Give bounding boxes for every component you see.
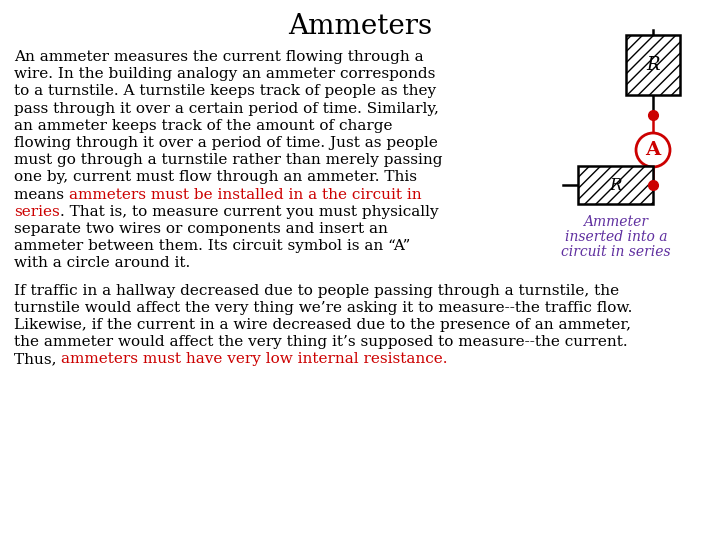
Text: flowing through it over a period of time. Just as people: flowing through it over a period of time… [14, 136, 438, 150]
Text: ammeter between them. Its circuit symbol is an “A”: ammeter between them. Its circuit symbol… [14, 239, 410, 253]
Text: A: A [645, 141, 660, 159]
Text: the ammeter would affect the very thing it’s supposed to measure--the current.: the ammeter would affect the very thing … [14, 335, 628, 349]
Text: circuit in series: circuit in series [561, 245, 671, 259]
Bar [578, 166, 653, 204]
Bar [626, 35, 680, 95]
Text: an ammeter keeps track of the amount of charge: an ammeter keeps track of the amount of … [14, 119, 392, 133]
Text: must go through a turnstile rather than merely passing: must go through a turnstile rather than … [14, 153, 443, 167]
Text: R: R [609, 177, 622, 193]
Text: turnstile would affect the very thing we’re asking it to measure--the traffic fl: turnstile would affect the very thing we… [14, 301, 632, 315]
Text: Ammeter: Ammeter [583, 215, 649, 229]
Text: R: R [647, 56, 660, 74]
Bar [578, 166, 653, 204]
Text: series: series [14, 205, 60, 219]
Text: Thus,: Thus, [14, 353, 61, 367]
Circle shape [636, 133, 670, 167]
Text: ammeters must be installed in a the circuit in: ammeters must be installed in a the circ… [69, 187, 421, 201]
Text: to a turnstile. A turnstile keeps track of people as they: to a turnstile. A turnstile keeps track … [14, 84, 436, 98]
Text: separate two wires or components and insert an: separate two wires or components and ins… [14, 222, 388, 236]
Text: means: means [14, 187, 69, 201]
Text: pass through it over a certain period of time. Similarly,: pass through it over a certain period of… [14, 102, 439, 116]
Text: inserted into a: inserted into a [564, 230, 667, 244]
Text: . That is, to measure current you must physically: . That is, to measure current you must p… [60, 205, 438, 219]
Text: with a circle around it.: with a circle around it. [14, 256, 190, 271]
Text: Ammeters: Ammeters [288, 12, 432, 39]
Text: If traffic in a hallway decreased due to people passing through a turnstile, the: If traffic in a hallway decreased due to… [14, 284, 619, 298]
Text: Likewise, if the current in a wire decreased due to the presence of an ammeter,: Likewise, if the current in a wire decre… [14, 318, 631, 332]
Text: wire. In the building analogy an ammeter corresponds: wire. In the building analogy an ammeter… [14, 67, 436, 81]
Text: one by, current must flow through an ammeter. This: one by, current must flow through an amm… [14, 171, 417, 184]
Text: ammeters must have very low internal resistance.: ammeters must have very low internal res… [61, 353, 448, 367]
Text: An ammeter measures the current flowing through a: An ammeter measures the current flowing … [14, 50, 423, 64]
Bar [626, 35, 680, 95]
